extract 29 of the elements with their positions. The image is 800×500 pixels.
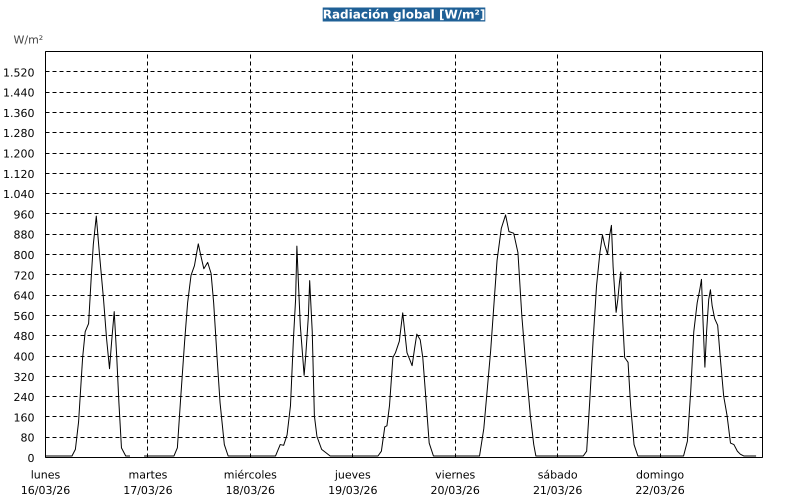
y-tick-label: 1.440	[3, 86, 35, 100]
y-tick-label: 960	[14, 208, 35, 222]
x-tick-label: martes 17/03/26	[123, 468, 173, 498]
x-tick-label: sábado 21/03/26	[532, 468, 582, 498]
x-tick-label: miércoles 18/03/26	[224, 468, 278, 498]
y-axis-title: W/m²	[14, 34, 44, 46]
y-tick-label: 720	[14, 269, 35, 282]
chart-title: Radiación global [W/m²]	[322, 8, 486, 22]
y-tick-label: 400	[14, 350, 35, 364]
y-tick-label: 1.360	[3, 106, 35, 120]
x-tick-label: domingo 22/03/26	[635, 468, 685, 498]
y-tick-label: 1.520	[3, 66, 35, 80]
x-tick-label: lunes 16/03/26	[20, 468, 70, 498]
y-tick-label: 880	[14, 228, 35, 242]
y-tick-label: 560	[14, 310, 35, 323]
y-tick-label: 1.200	[3, 148, 35, 160]
x-tick-label: viernes 20/03/26	[430, 468, 480, 498]
y-tick-label: 80	[20, 432, 35, 445]
y-tick-label: 0	[28, 452, 34, 465]
y-tick-label: 320	[14, 370, 35, 384]
y-tick-label: 240	[14, 391, 35, 404]
y-tick-label: 1.120	[3, 168, 35, 181]
y-tick-label: 1.280	[3, 127, 35, 140]
x-tick-label: jueves 19/03/26	[328, 468, 378, 498]
y-tick-label: 640	[14, 290, 35, 303]
y-tick-label: 1.040	[3, 188, 35, 202]
y-tick-label: 160	[14, 411, 35, 424]
y-tick-label: 800	[14, 249, 35, 262]
y-tick-label: 480	[14, 330, 35, 344]
